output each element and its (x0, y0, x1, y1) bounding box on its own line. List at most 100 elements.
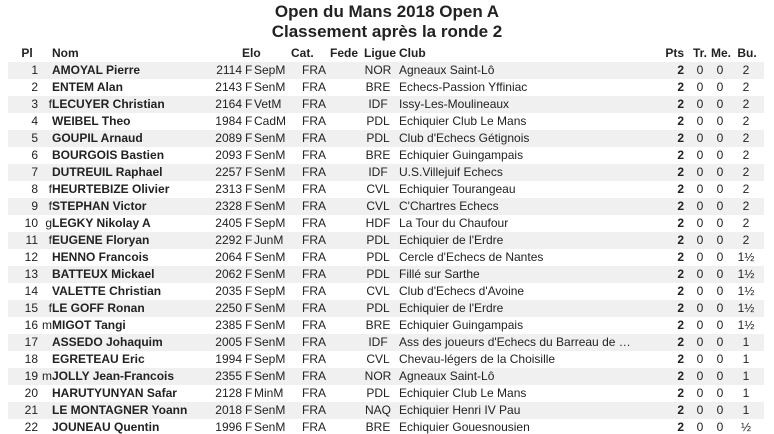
elo-cell: 2385 (215, 318, 242, 332)
title-cell: m (42, 318, 52, 332)
ligue-cell: NOR (364, 63, 392, 77)
header-cell: Elo (242, 46, 261, 60)
fede-cell: FRA (302, 131, 326, 145)
table-row: 17 ASSEDO Johaquim 2005 F SenM FRA IDF Ass des … (8, 334, 764, 351)
me-cell: 0 (716, 63, 724, 77)
elo-cell: 2355 (215, 369, 242, 383)
header-cell: Me. (710, 46, 731, 60)
pts-cell: 2 (677, 182, 684, 196)
ligue-cell: PDL (366, 386, 390, 400)
club-cell: Agneaux Saint-Lô (399, 63, 495, 77)
fede-cell: FRA (302, 165, 326, 179)
title-cell: f (48, 182, 52, 196)
title-cell: g (45, 216, 52, 230)
pl-cell: 6 (31, 148, 38, 162)
me-cell: 0 (716, 80, 724, 94)
pl-cell: 16 (24, 318, 38, 332)
me-cell: 0 (716, 386, 724, 400)
tr-cell: 0 (696, 369, 704, 383)
pl-cell: 2 (31, 80, 38, 94)
tr-cell: 0 (696, 80, 704, 94)
name-cell: LEGKY Nikolay A (52, 216, 151, 230)
title: Open du Mans 2018 Open A (274, 2, 500, 21)
bu-cell: 2 (742, 199, 750, 213)
name-cell: BATTEUX Mickael (52, 267, 155, 281)
bu-cell: 1½ (737, 301, 755, 315)
ligue-cell: CVL (366, 352, 390, 366)
pl-cell: 3 (31, 97, 38, 111)
club-cell: Echiquier Club Le Mans (399, 114, 527, 128)
pl-cell: 17 (24, 335, 38, 349)
me-cell: 0 (716, 369, 724, 383)
pts-cell: 2 (677, 97, 684, 111)
pts-cell: 2 (677, 63, 684, 77)
bu-cell: 2 (742, 233, 750, 247)
me-cell: 0 (716, 403, 724, 417)
fide-cell: F (245, 267, 253, 281)
table-row: 6 BOURGOIS Bastien 2093 F SenM FRA BRE Echiquie… (8, 147, 764, 164)
fede-cell: FRA (302, 199, 326, 213)
table-row: 13 BATTEUX Mickael 2062 F SenM FRA PDL Fillé su… (8, 266, 764, 283)
bu-cell: 2 (742, 165, 750, 179)
pl-cell: 18 (24, 352, 38, 366)
pts-cell: 2 (677, 267, 684, 281)
elo-cell: 2313 (215, 182, 242, 196)
pts-cell: 2 (677, 386, 684, 400)
pts-cell: 2 (677, 250, 684, 264)
table-row: 20 HARUTYUNYAN Safar 2128 F MinM FRA PDL Echiqu… (8, 385, 764, 402)
elo-cell: 1996 (215, 420, 242, 434)
ligue-cell: CVL (366, 182, 390, 196)
pts-cell: 2 (677, 80, 684, 94)
bu-cell: 1 (742, 335, 750, 349)
table-row: 5 GOUPIL Arnaud 2089 F SenM FRA PDL Club d'Eche… (8, 130, 764, 147)
tr-cell: 0 (696, 284, 704, 298)
bu-cell: 2 (742, 97, 750, 111)
fede-cell: FRA (302, 284, 326, 298)
header-cell: Fede (330, 46, 359, 60)
tr-cell: 0 (696, 97, 704, 111)
fede-cell: FRA (302, 318, 326, 332)
bu-cell: ½ (740, 420, 751, 434)
fede-cell: FRA (302, 420, 326, 434)
table-row: 16 m MIGOT Tangi 2385 F SenM FRA BRE Echiquier G… (8, 317, 764, 334)
name-cell: ENTEM Alan (52, 80, 123, 94)
ligue-cell: IDF (368, 97, 388, 111)
bu-cell: 1½ (737, 250, 755, 264)
table-row: 3 f LECUYER Christian 2164 F VetM FRA IDF Issy-L… (8, 96, 764, 113)
table-row: 4 WEIBEL Theo 1984 F CadM FRA PDL Echiquier Clu… (8, 113, 764, 130)
elo-cell: 2292 (215, 233, 242, 247)
cat-cell: SenM (254, 369, 286, 383)
pts-cell: 2 (677, 301, 684, 315)
fide-cell: F (245, 250, 253, 264)
fede-cell: FRA (302, 386, 326, 400)
fide-cell: F (245, 165, 253, 179)
fede-cell: FRA (302, 233, 326, 247)
pl-cell: 8 (31, 182, 38, 196)
elo-cell: 2250 (215, 301, 242, 315)
cat-cell: SepM (254, 284, 286, 298)
club-cell: U.S.Villejuif Echecs (399, 165, 503, 179)
cat-cell: SenM (254, 165, 286, 179)
elo-cell: 2064 (215, 250, 242, 264)
bu-cell: 1 (742, 369, 750, 383)
pts-cell: 2 (677, 318, 684, 332)
name-cell: LE MONTAGNER Yoann (52, 403, 188, 417)
subtitle: Classement après la ronde 2 (271, 22, 503, 41)
title-cell: f (48, 301, 52, 315)
tr-cell: 0 (696, 148, 704, 162)
pts-cell: 2 (677, 403, 684, 417)
ligue-cell: HDF (365, 216, 391, 230)
pl-cell: 20 (24, 386, 38, 400)
name-cell: ASSEDO Johaquim (52, 335, 163, 349)
cat-cell: SenM (254, 335, 286, 349)
bu-cell: 1 (742, 352, 750, 366)
club-cell: Echiquier de l'Erdre (399, 233, 504, 247)
me-cell: 0 (716, 114, 724, 128)
me-cell: 0 (716, 165, 724, 179)
bu-cell: 1 (742, 386, 750, 400)
pts-cell: 2 (677, 165, 684, 179)
name-cell: LECUYER Christian (52, 97, 165, 111)
table-row: 14 VALETTE Christian 2035 F SepM FRA CVL Club d… (8, 283, 764, 300)
fide-cell: F (245, 403, 253, 417)
